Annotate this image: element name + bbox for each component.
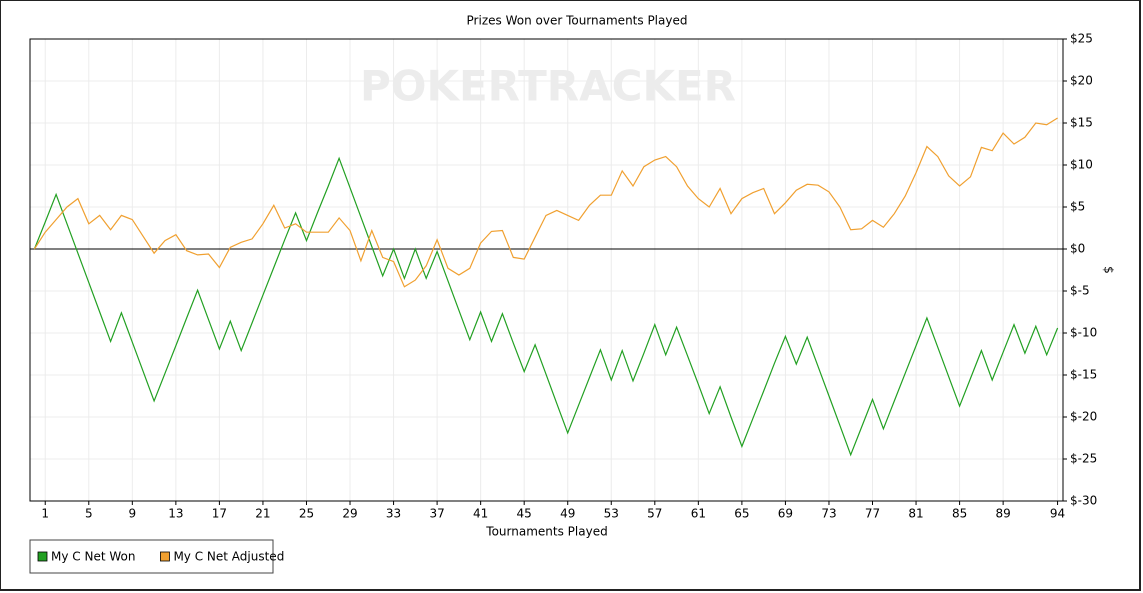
series-line <box>33 156 1059 457</box>
y-tick-label: $10 <box>1070 158 1093 172</box>
x-tick-label: 13 <box>168 507 183 521</box>
legend-swatch <box>160 551 170 562</box>
y-tick-label: $-30 <box>1070 494 1097 508</box>
x-tick-label: 85 <box>952 507 967 521</box>
legend-label: My C Net Adjusted <box>173 550 284 564</box>
x-tick-label: 33 <box>386 507 401 521</box>
x-tick-label: 17 <box>212 507 227 521</box>
y-tick-label: $20 <box>1070 74 1093 88</box>
x-tick-label: 25 <box>299 507 314 521</box>
x-tick-label: 89 <box>995 507 1010 521</box>
legend-label: My C Net Won <box>51 550 135 564</box>
x-tick-label: 94 <box>1050 507 1065 521</box>
x-tick-label: 81 <box>908 507 923 521</box>
y-tick-label: $-20 <box>1070 410 1097 424</box>
y-tick-label: $-5 <box>1070 284 1090 298</box>
x-tick-label: 37 <box>429 507 444 521</box>
x-axis-label: Tournaments Played <box>485 525 607 539</box>
y-tick-label: $0 <box>1070 242 1085 256</box>
x-tick-label: 5 <box>85 507 93 521</box>
x-tick-label: 65 <box>734 507 749 521</box>
y-tick-label: $5 <box>1070 200 1085 214</box>
x-tick-label: 57 <box>647 507 662 521</box>
x-tick-label: 77 <box>865 507 880 521</box>
x-tick-label: 73 <box>821 507 836 521</box>
y-tick-label: $25 <box>1070 32 1093 46</box>
x-tick-label: 29 <box>342 507 357 521</box>
plot-area <box>29 38 1064 502</box>
x-tick-label: 41 <box>473 507 488 521</box>
y-tick-label: $-25 <box>1070 452 1097 466</box>
y-tick-label: $15 <box>1070 116 1093 130</box>
x-tick-label: 61 <box>691 507 706 521</box>
x-tick-label: 21 <box>255 507 270 521</box>
legend <box>29 539 274 574</box>
y-tick-label: $-10 <box>1070 326 1097 340</box>
series-line <box>33 117 1058 288</box>
x-tick-label: 1 <box>41 507 49 521</box>
watermark: POKERTRACKER <box>360 62 736 111</box>
x-tick-label: 49 <box>560 507 575 521</box>
legend-swatch <box>37 551 48 562</box>
chart-title: Prizes Won over Tournaments Played <box>467 14 688 28</box>
x-tick-label: 53 <box>604 507 619 521</box>
x-tick-label: 9 <box>129 507 137 521</box>
y-axis-label: $ <box>1102 266 1116 274</box>
x-tick-label: 45 <box>517 507 532 521</box>
y-tick-label: $-15 <box>1070 368 1097 382</box>
x-tick-label: 69 <box>778 507 793 521</box>
